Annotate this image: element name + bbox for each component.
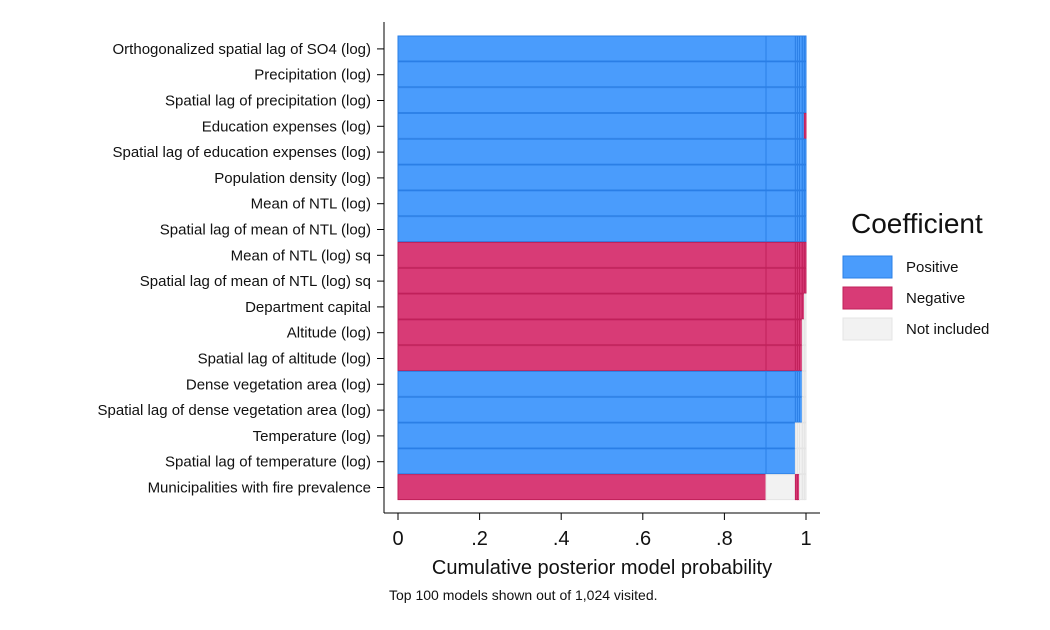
model-cell: [765, 422, 796, 449]
model-cell: [803, 138, 807, 165]
model-cell: [765, 61, 796, 88]
model-cell: [765, 345, 796, 372]
model-cell: [803, 422, 807, 449]
model-cell: [397, 345, 767, 372]
model-cell: [397, 190, 767, 217]
y-tick-labels: Orthogonalized spatial lag of SO4 (log) P…: [97, 41, 384, 497]
x-tick-label: 0: [392, 528, 403, 550]
model-cell: [765, 319, 796, 346]
model-cell: [397, 112, 767, 139]
legend-swatch: [842, 286, 893, 310]
legend: Coefficient Positive Negative Not included: [842, 208, 989, 341]
model-cell: [803, 216, 807, 243]
model-cell: [397, 61, 767, 88]
y-tick-label: Mean of NTL (log): [251, 196, 371, 213]
y-tick-label: Spatial lag of dense vegetation area (lo…: [97, 402, 371, 419]
legend-swatch: [842, 255, 893, 279]
model-cell: [397, 293, 767, 320]
y-tick-label: Spatial lag of education expenses (log): [112, 144, 371, 161]
model-cell: [765, 448, 796, 475]
x-axis-label: Cumulative posterior model probability: [432, 557, 772, 579]
y-tick-label: Spatial lag of temperature (log): [165, 454, 371, 471]
model-cell: [765, 35, 796, 62]
model-cell: [803, 241, 807, 268]
legend-label: Negative: [906, 290, 965, 307]
y-tick-label: Spatial lag of altitude (log): [198, 351, 371, 368]
model-cell: [397, 35, 767, 62]
model-cell: [397, 396, 767, 423]
y-tick-label: Dense vegetation area (log): [186, 376, 371, 393]
model-cell: [397, 474, 767, 501]
y-tick-label: Department capital: [245, 299, 371, 316]
model-cell: [397, 87, 767, 114]
axes: [383, 22, 820, 514]
model-cell: [803, 370, 807, 397]
model-cell: [803, 267, 807, 294]
model-cell: [765, 112, 796, 139]
model-cell: [803, 190, 807, 217]
y-tick-label: Spatial lag of mean of NTL (log) sq: [140, 273, 371, 290]
model-cell: [397, 138, 767, 165]
y-tick-label: Education expenses (log): [202, 118, 371, 135]
legend-label: Positive: [906, 259, 959, 276]
x-tick-label: .2: [471, 528, 488, 550]
model-cells: [397, 35, 807, 501]
model-cell: [803, 448, 807, 475]
model-cell: [765, 267, 796, 294]
model-cell: [803, 345, 807, 372]
model-cell: [765, 396, 796, 423]
model-cell: [803, 164, 807, 191]
model-cell: [803, 319, 807, 346]
model-cell: [803, 35, 807, 62]
model-cell: [397, 370, 767, 397]
legend-title: Coefficient: [851, 208, 983, 239]
legend-swatch: [842, 317, 893, 341]
model-cell: [803, 112, 807, 139]
y-tick-label: Altitude (log): [287, 325, 371, 342]
model-cell: [397, 422, 767, 449]
model-cell: [765, 474, 796, 501]
model-cell: [803, 61, 807, 88]
model-cell: [397, 216, 767, 243]
x-tick-label: .8: [716, 528, 733, 550]
model-cell: [803, 474, 807, 501]
x-tick-label: .4: [553, 528, 570, 550]
model-cell: [397, 241, 767, 268]
y-tick-label: Mean of NTL (log) sq: [231, 247, 371, 264]
x-tick-label: .6: [634, 528, 651, 550]
model-cell: [765, 293, 796, 320]
model-cell: [765, 216, 796, 243]
x-tick-label: 1: [800, 528, 811, 550]
model-cell: [803, 396, 807, 423]
chart-note: Top 100 models shown out of 1,024 visite…: [389, 587, 658, 603]
model-cell: [765, 241, 796, 268]
y-tick-label: Municipalities with fire prevalence: [148, 480, 371, 497]
y-tick-label: Spatial lag of precipitation (log): [165, 93, 371, 110]
model-cell: [397, 319, 767, 346]
y-tick-label: Spatial lag of mean of NTL (log): [160, 222, 371, 239]
y-tick-label: Precipitation (log): [254, 67, 371, 84]
model-cell: [765, 138, 796, 165]
model-cell: [397, 164, 767, 191]
model-cell: [803, 293, 807, 320]
legend-label: Not included: [906, 321, 989, 338]
model-cell: [397, 267, 767, 294]
model-cell: [765, 87, 796, 114]
model-cell: [765, 370, 796, 397]
x-tick-labels: 0 .2 .4 .6 .8 1: [392, 513, 812, 550]
y-tick-label: Population density (log): [214, 170, 371, 187]
y-tick-label: Orthogonalized spatial lag of SO4 (log): [113, 41, 371, 58]
y-tick-label: Temperature (log): [253, 428, 371, 445]
model-cell: [765, 190, 796, 217]
model-cell: [803, 87, 807, 114]
model-cell: [765, 164, 796, 191]
model-cell: [397, 448, 767, 475]
